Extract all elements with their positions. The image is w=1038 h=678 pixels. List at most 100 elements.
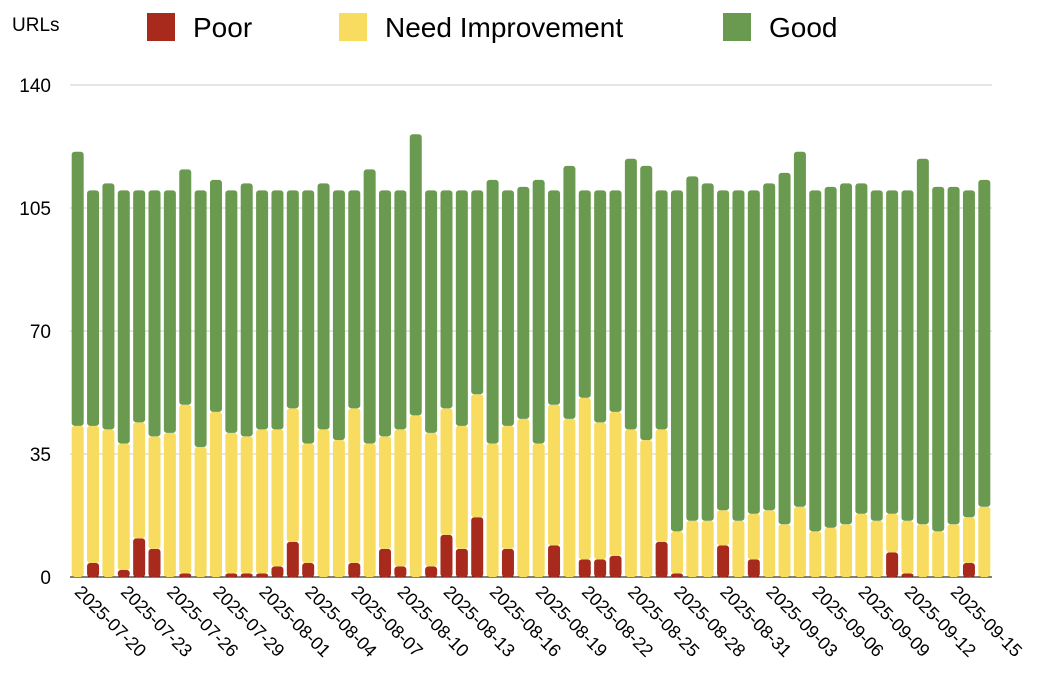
legend-label: Poor (193, 12, 252, 43)
bar-segment (240, 183, 253, 437)
bar-segment (855, 183, 868, 514)
bar-segment (563, 418, 576, 577)
bar-segment (348, 408, 361, 563)
bar-segment (148, 436, 161, 549)
bar-segment (148, 548, 161, 577)
bar-segment (532, 179, 545, 444)
bar-segment (717, 510, 730, 546)
bar-segment (563, 165, 576, 419)
bar-segment (778, 172, 791, 525)
bar-segment (486, 443, 499, 577)
bar-segment (394, 566, 407, 577)
bar-segment (87, 562, 100, 577)
bar-segment (179, 169, 192, 405)
bar-segment (194, 446, 207, 577)
bar-segment (855, 513, 868, 577)
bar-segment (609, 411, 622, 556)
bar-segment (548, 404, 561, 546)
bar-segment (840, 524, 853, 577)
bar-segment (655, 541, 668, 577)
bar-segment (133, 190, 146, 423)
bar-segment (256, 429, 269, 574)
bar-segment (932, 531, 945, 577)
bar-segment (425, 190, 438, 433)
bar-segment (317, 429, 330, 577)
bar-segment (624, 429, 637, 577)
bar-segment (240, 436, 253, 574)
bar-segment (194, 190, 207, 447)
y-tick-label: 140 (19, 76, 51, 97)
bar-segment (594, 422, 607, 560)
bar-segment (501, 190, 514, 426)
bar-segment (732, 190, 745, 521)
bar-segment (102, 183, 115, 430)
bar-segment (117, 190, 130, 444)
legend-swatch (723, 13, 751, 41)
bar-segment (609, 190, 622, 412)
bar-segment (517, 186, 530, 419)
bar-segment (578, 559, 591, 577)
bar-segment (102, 429, 115, 577)
bar-segment (179, 404, 192, 574)
bar-segment (209, 179, 222, 412)
bar-segment (793, 151, 806, 507)
bar-segment (163, 432, 176, 577)
bar-segment (901, 190, 914, 521)
bar-segment (624, 158, 637, 430)
bar-segment (978, 506, 991, 577)
bar-segment (594, 559, 607, 577)
bar-segment (916, 158, 929, 525)
bar-segment (302, 190, 315, 444)
bar-segment (686, 176, 699, 521)
bar-segment (271, 190, 284, 430)
bar-segment (548, 190, 561, 405)
bar-segment (440, 408, 453, 535)
bar-segment (793, 506, 806, 577)
bar-segment (440, 190, 453, 409)
bar-segment (840, 183, 853, 525)
y-tick-label: 35 (30, 445, 51, 466)
y-tick-label: 70 (30, 322, 51, 343)
bar-segment (225, 573, 238, 577)
bar-segment (317, 183, 330, 430)
bar-segment (578, 397, 591, 560)
bar-segment (809, 531, 822, 577)
bar-segment (717, 545, 730, 577)
bar-segment (886, 190, 899, 514)
y-axis-label: URLs (12, 15, 60, 36)
bar-segment (471, 190, 484, 395)
bar-segment (425, 566, 438, 577)
bar-segment (209, 411, 222, 577)
bar-segment (440, 534, 453, 577)
bar-segment (87, 190, 100, 426)
bar-segment (501, 548, 514, 577)
bar-segment (578, 190, 591, 398)
bar-segment (286, 541, 299, 577)
legend-swatch (339, 13, 367, 41)
bar-segment (870, 190, 883, 521)
bar-segment (148, 190, 161, 437)
bar-segment (379, 436, 392, 549)
bar-segment (302, 562, 315, 577)
bar-segment (824, 186, 837, 528)
bar-segment (379, 190, 392, 437)
bar-segment (947, 524, 960, 577)
bar-segment (763, 183, 776, 511)
bar-segment (117, 569, 130, 577)
bar-segment (225, 432, 238, 574)
bar-segment (962, 562, 975, 577)
bar-segment (471, 394, 484, 518)
bar-segment (332, 439, 345, 577)
bar-segment (87, 425, 100, 563)
bar-segment (394, 429, 407, 567)
bar-segment (609, 555, 622, 577)
legend-swatch (147, 13, 175, 41)
bar-segment (425, 432, 438, 567)
bar-segment (640, 439, 653, 577)
bar-segment (133, 538, 146, 577)
bar-segment (302, 443, 315, 563)
bar-segment (701, 183, 714, 521)
bar-segment (394, 190, 407, 430)
bar-segment (717, 190, 730, 511)
